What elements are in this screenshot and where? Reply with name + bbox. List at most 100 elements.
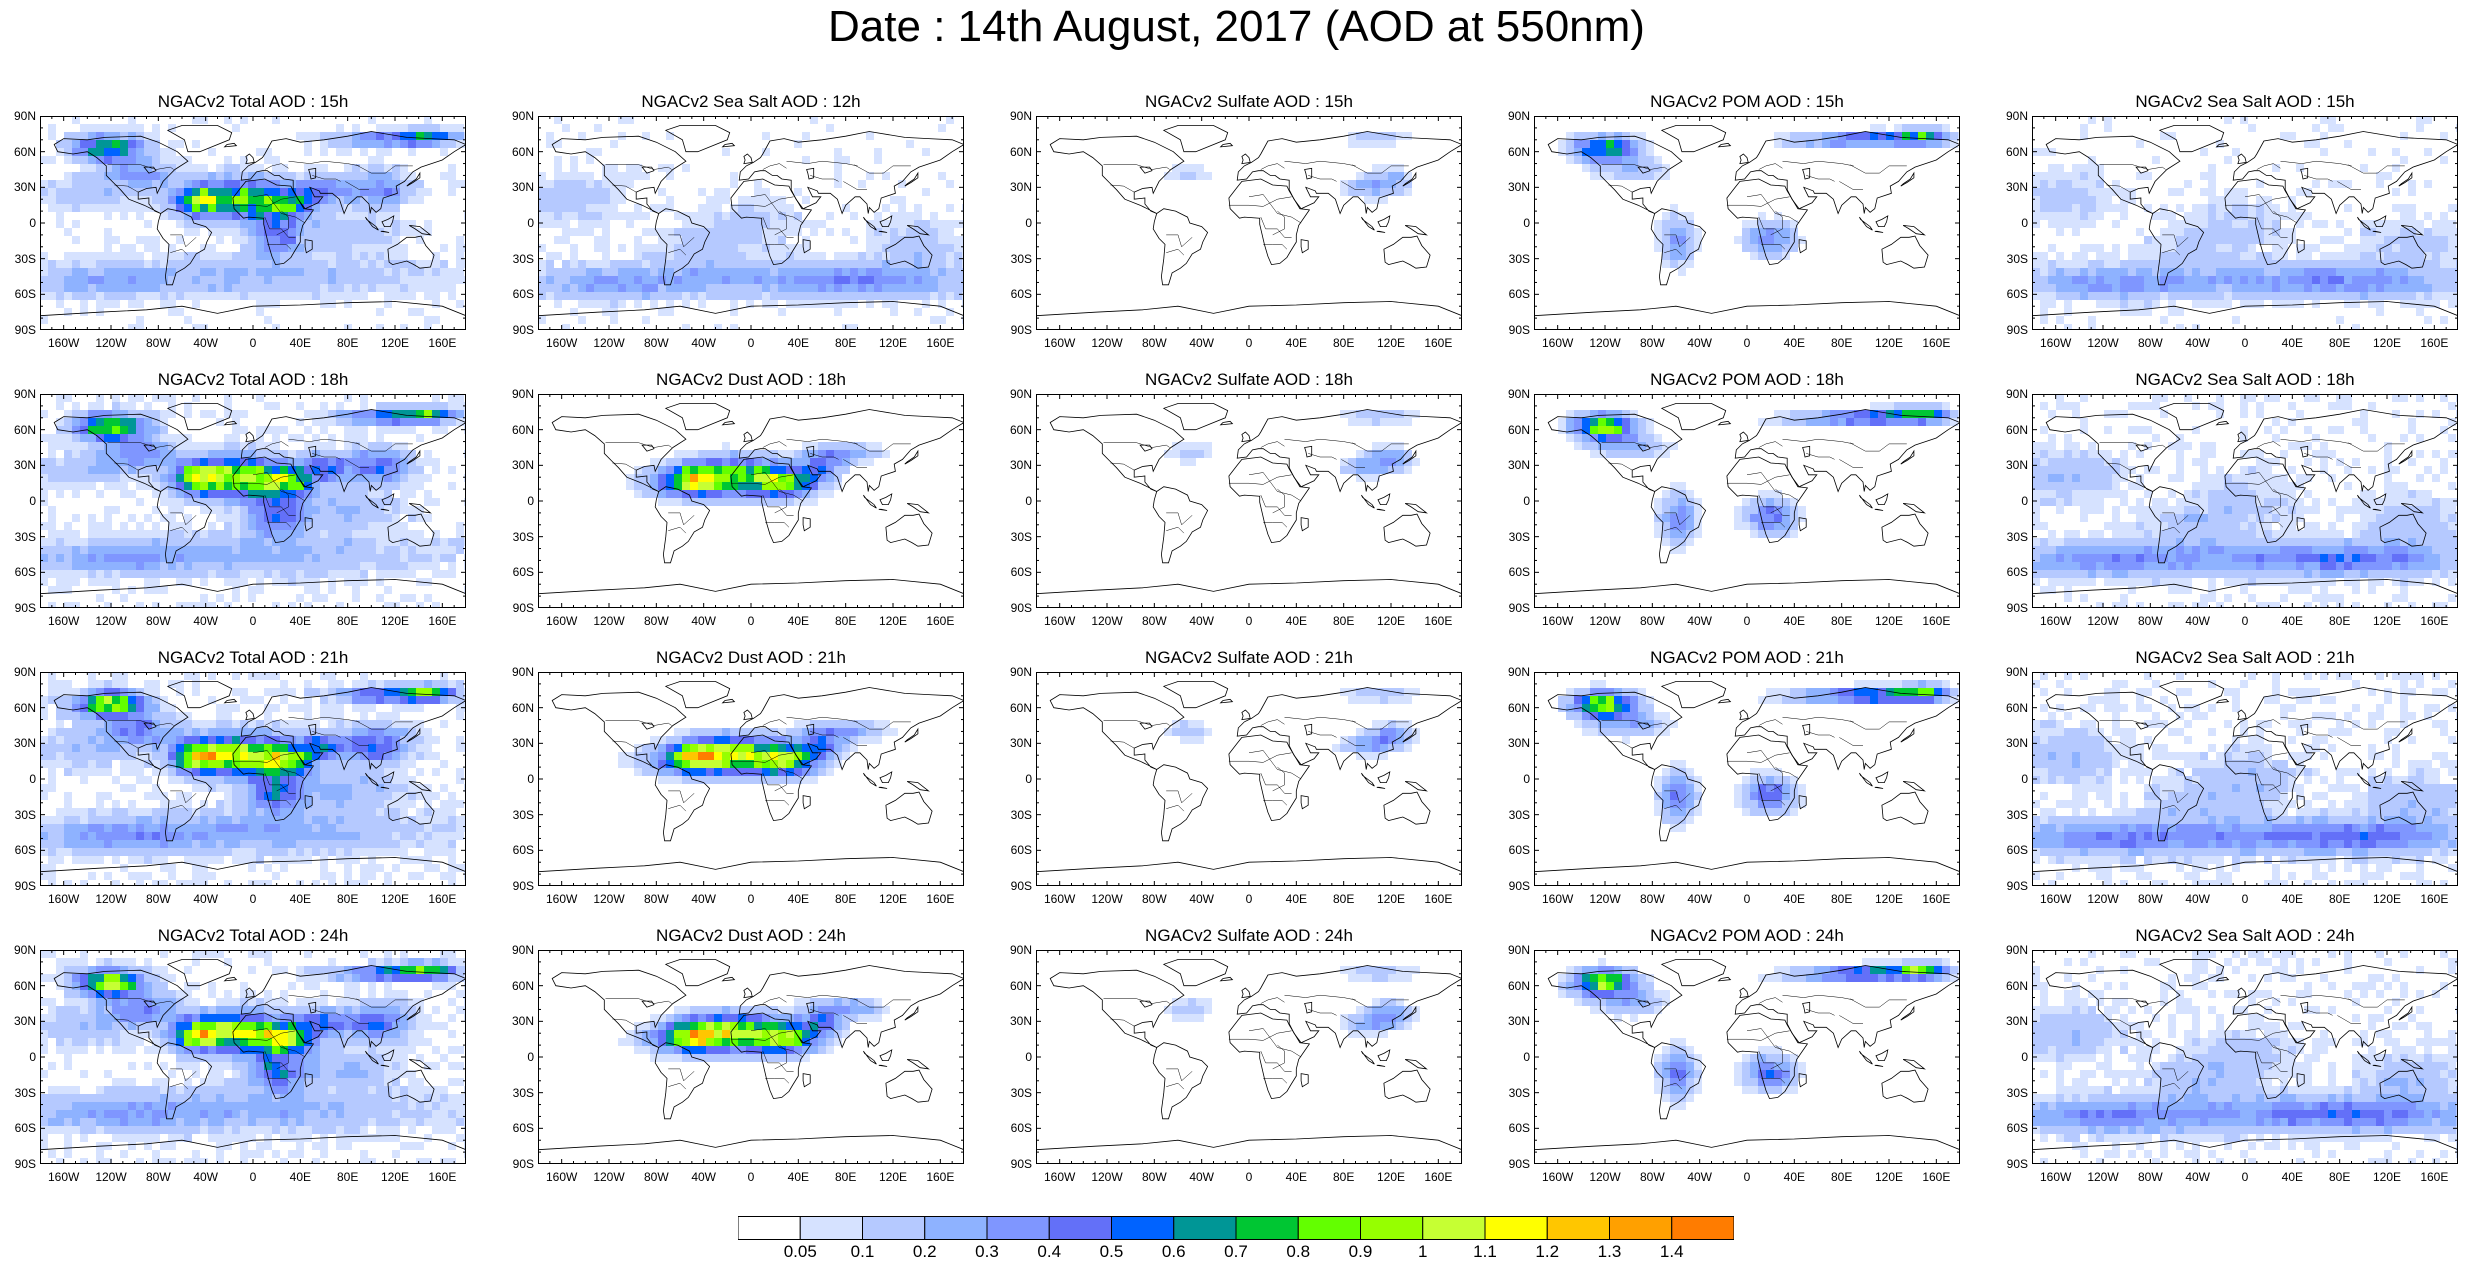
lon-tick-label: 80W — [138, 336, 178, 350]
world-map — [40, 672, 466, 886]
lon-tick-label: 120E — [2367, 1170, 2407, 1184]
aod-shading — [1164, 966, 1420, 1038]
lon-tick-label: 80W — [636, 336, 676, 350]
panel-title: NGACv2 Dust AOD : 24h — [538, 926, 964, 946]
lat-tick-label: 90S — [2, 602, 36, 614]
colorbar-label: 1.3 — [1585, 1242, 1635, 1262]
lat-tick-label: 0 — [500, 495, 534, 507]
lon-tick-label: 120W — [91, 1170, 131, 1184]
lat-tick-label: 90N — [1496, 666, 1530, 678]
lon-tick-label: 80E — [1822, 1170, 1862, 1184]
colorbar-swatch — [1485, 1217, 1547, 1240]
lat-tick-label: 90N — [998, 666, 1032, 678]
aod-shading — [626, 442, 890, 506]
lon-tick-label: 40E — [280, 1170, 320, 1184]
colorbar-swatch — [1112, 1217, 1174, 1240]
lat-tick-label: 30S — [1994, 1087, 2028, 1099]
lat-tick-label: 90N — [1496, 388, 1530, 400]
lat-tick-label: 60N — [1496, 980, 1530, 992]
lon-tick-label: 120E — [375, 1170, 415, 1184]
colorbar-label: 0.8 — [1273, 1242, 1323, 1262]
lon-tick-label: 160W — [2036, 336, 2076, 350]
lon-tick-label: 160W — [542, 892, 582, 906]
lon-tick-label: 40W — [1182, 336, 1222, 350]
aod-shading — [1558, 402, 1960, 554]
lat-tick-label: 90N — [1994, 110, 2028, 122]
lat-tick-label: 60S — [1994, 288, 2028, 300]
lat-tick-label: 30N — [1994, 459, 2028, 471]
lat-tick-label: 0 — [500, 773, 534, 785]
lat-tick-label: 60S — [1496, 844, 1530, 856]
lat-tick-label: 60N — [500, 980, 534, 992]
lat-tick-label: 60N — [500, 424, 534, 436]
lon-tick-label: 120W — [589, 892, 629, 906]
lat-tick-label: 60S — [500, 1122, 534, 1134]
lon-tick-label: 40W — [1182, 614, 1222, 628]
lon-tick-label: 80E — [2320, 614, 2360, 628]
lat-tick-label: 30N — [2, 737, 36, 749]
lat-tick-label: 60N — [500, 702, 534, 714]
lat-tick-label: 30S — [500, 809, 534, 821]
lat-tick-label: 90S — [998, 1158, 1032, 1170]
lat-tick-label: 60N — [1994, 146, 2028, 158]
lon-tick-label: 120E — [1371, 336, 1411, 350]
aod-shading — [1558, 680, 1960, 832]
lat-tick-label: 0 — [998, 495, 1032, 507]
lat-tick-label: 90S — [1994, 1158, 2028, 1170]
lon-tick-label: 40W — [2178, 1170, 2218, 1184]
lat-tick-label: 30S — [1994, 809, 2028, 821]
lat-tick-label: 90S — [998, 324, 1032, 336]
world-map — [1534, 394, 1960, 608]
world-map — [538, 672, 964, 886]
lon-tick-label: 80E — [1324, 336, 1364, 350]
lon-tick-label: 80W — [1134, 892, 1174, 906]
lat-tick-label: 60N — [998, 980, 1032, 992]
lat-tick-label: 90N — [998, 388, 1032, 400]
lat-tick-label: 0 — [1994, 217, 2028, 229]
lat-tick-label: 0 — [2, 495, 36, 507]
lon-tick-label: 120W — [1585, 1170, 1625, 1184]
lon-tick-label: 120W — [2083, 1170, 2123, 1184]
lon-tick-label: 40W — [1680, 1170, 1720, 1184]
lon-tick-label: 40W — [1182, 892, 1222, 906]
lat-tick-label: 30S — [2, 1087, 36, 1099]
lon-tick-label: 120W — [589, 336, 629, 350]
lon-tick-label: 160E — [2414, 614, 2454, 628]
panel-title: NGACv2 Sulfate AOD : 21h — [1036, 648, 1462, 668]
lat-tick-label: 0 — [1496, 217, 1530, 229]
lat-tick-label: 60S — [2, 844, 36, 856]
lon-tick-label: 120E — [1371, 892, 1411, 906]
map-ticks — [1036, 394, 1462, 608]
lat-tick-label: 90S — [998, 880, 1032, 892]
aod-shading — [1164, 688, 1420, 760]
lat-tick-label: 0 — [500, 217, 534, 229]
world-map — [538, 950, 964, 1164]
colorbar-label: 0.1 — [838, 1242, 888, 1262]
lat-tick-label: 60S — [998, 844, 1032, 856]
lon-tick-label: 80E — [328, 336, 368, 350]
lat-tick-label: 90S — [2, 1158, 36, 1170]
colorbar-label: 1 — [1398, 1242, 1448, 1262]
lon-tick-label: 160W — [542, 336, 582, 350]
lon-tick-label: 40W — [1680, 614, 1720, 628]
aod-shading — [40, 950, 466, 1164]
lat-tick-label: 60N — [1994, 980, 2028, 992]
lon-tick-label: 0 — [2225, 336, 2265, 350]
lat-tick-label: 0 — [2, 1051, 36, 1063]
lon-tick-label: 40E — [1276, 336, 1316, 350]
lon-tick-label: 120W — [1087, 614, 1127, 628]
world-map — [2032, 116, 2458, 330]
lat-tick-label: 90N — [2, 666, 36, 678]
panel-title: NGACv2 Total AOD : 18h — [40, 370, 466, 390]
lat-tick-label: 0 — [500, 1051, 534, 1063]
lon-tick-label: 0 — [1229, 1170, 1269, 1184]
colorbar-label: 0.3 — [962, 1242, 1012, 1262]
colorbar-label: 0.4 — [1024, 1242, 1074, 1262]
world-map — [40, 950, 466, 1164]
lon-tick-label: 160E — [422, 614, 462, 628]
